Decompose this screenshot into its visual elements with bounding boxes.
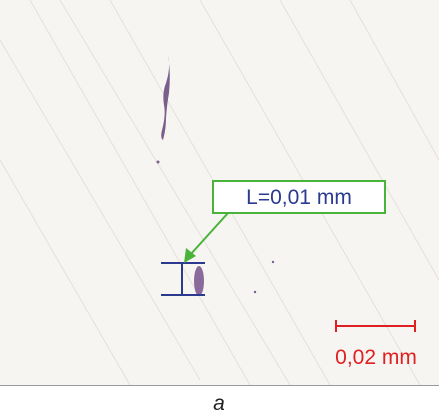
figure: L=0,01 mm 0,02 mm a xyxy=(0,0,439,417)
caption: a xyxy=(213,392,225,415)
measurement-label: L=0,01 mm xyxy=(246,186,352,209)
scale-bar-label: 0,02 mm xyxy=(335,346,417,369)
